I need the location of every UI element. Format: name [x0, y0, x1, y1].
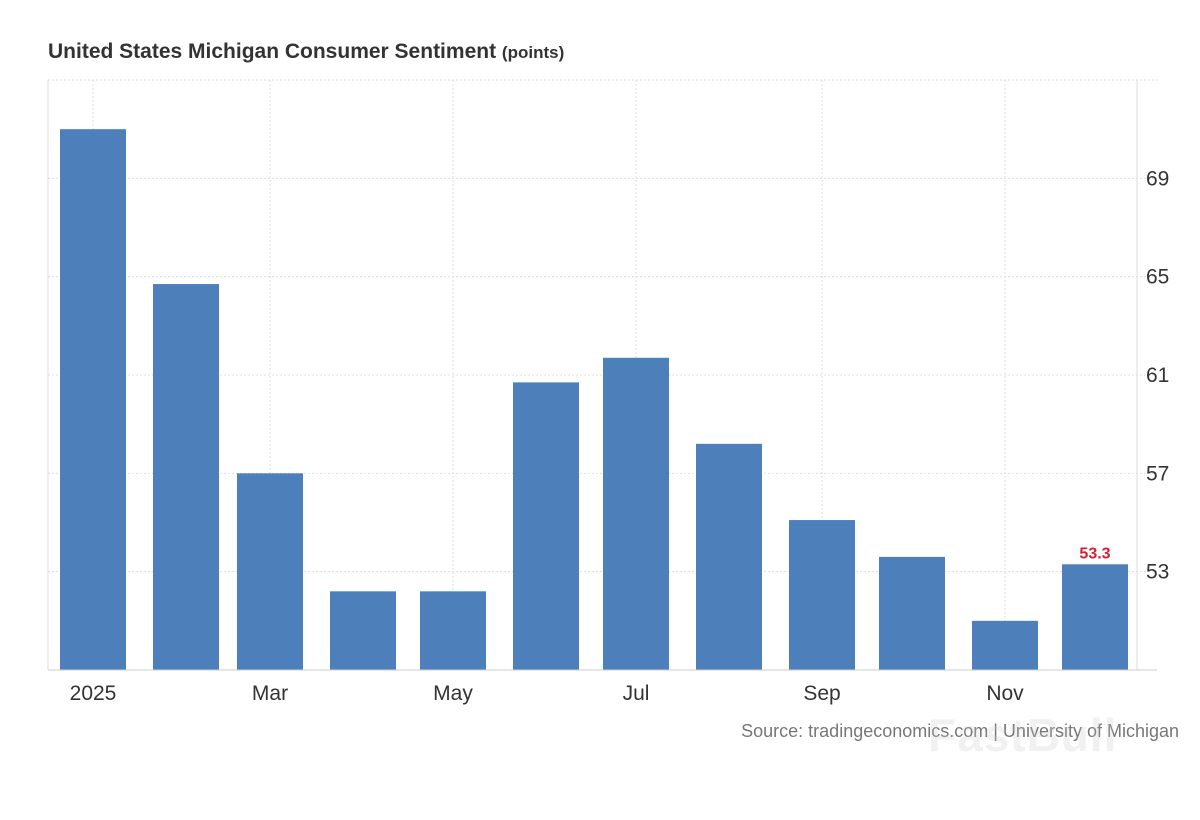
x-tick-label: Jul — [623, 682, 650, 705]
bar — [879, 556, 945, 670]
bar — [420, 591, 486, 670]
title-text: United States Michigan Consumer Sentimen… — [48, 40, 497, 63]
y-tick-label: 57 — [1146, 462, 1169, 485]
y-tick-label: 65 — [1146, 266, 1169, 289]
bar — [789, 520, 855, 670]
bar — [60, 129, 126, 670]
x-tick-label: Nov — [986, 682, 1024, 705]
y-tick-label: 69 — [1146, 167, 1169, 190]
bar — [696, 443, 762, 670]
last-value-label: 53.3 — [1079, 545, 1110, 562]
bar — [153, 284, 219, 670]
bar — [237, 473, 303, 670]
bar — [603, 357, 669, 670]
bar — [972, 620, 1038, 670]
bar — [330, 591, 396, 670]
x-tick-label: Sep — [803, 682, 840, 705]
bar — [1062, 564, 1128, 670]
title-unit: (points) — [501, 43, 565, 62]
x-tick-label: May — [433, 682, 473, 705]
watermark-logo: FastBull — [928, 709, 1118, 761]
y-tick-label: 53 — [1146, 561, 1169, 584]
source-note: Source: tradingeconomics.com | Universit… — [741, 721, 1179, 741]
x-tick-label: 2025 — [70, 682, 117, 705]
y-tick-label: 61 — [1146, 364, 1169, 387]
bar — [513, 382, 579, 670]
chart-title: United States Michigan Consumer Sentimen… — [48, 40, 564, 64]
x-tick-label: Mar — [252, 682, 288, 705]
